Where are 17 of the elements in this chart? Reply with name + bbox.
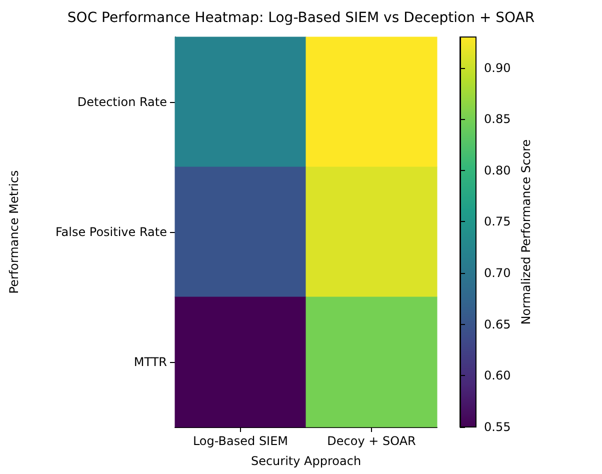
color-bar-label: 0.55 (484, 420, 511, 434)
color-bar-label: 0.65 (484, 317, 511, 332)
color-bar-label: 0.90 (484, 60, 511, 75)
x-axis-title: Security Approach (250, 454, 362, 468)
x-tick-label: Log-Based SIEM (192, 434, 288, 448)
color-bar-label: 0.70 (484, 266, 511, 280)
color-bar-label: 0.80 (484, 163, 511, 178)
x-tick-label: Decoy + SOAR (327, 434, 416, 448)
color-bar-label: 0.60 (484, 368, 511, 383)
y-tick-label: MTTR (134, 355, 167, 369)
color-bar-label: 0.75 (484, 214, 511, 229)
y-tick-label: Detection Rate (77, 95, 167, 109)
y-tick-label: False Positive Rate (55, 225, 167, 239)
color-bar-title: Normalized Performance Score (519, 139, 533, 325)
y-axis-title: Performance Metrics (7, 170, 21, 294)
chart-title: SOC Performance Heatmap: Log-Based SIEM vs Deception + SOAR (67, 10, 535, 26)
color-bar-label: 0.85 (484, 112, 511, 126)
